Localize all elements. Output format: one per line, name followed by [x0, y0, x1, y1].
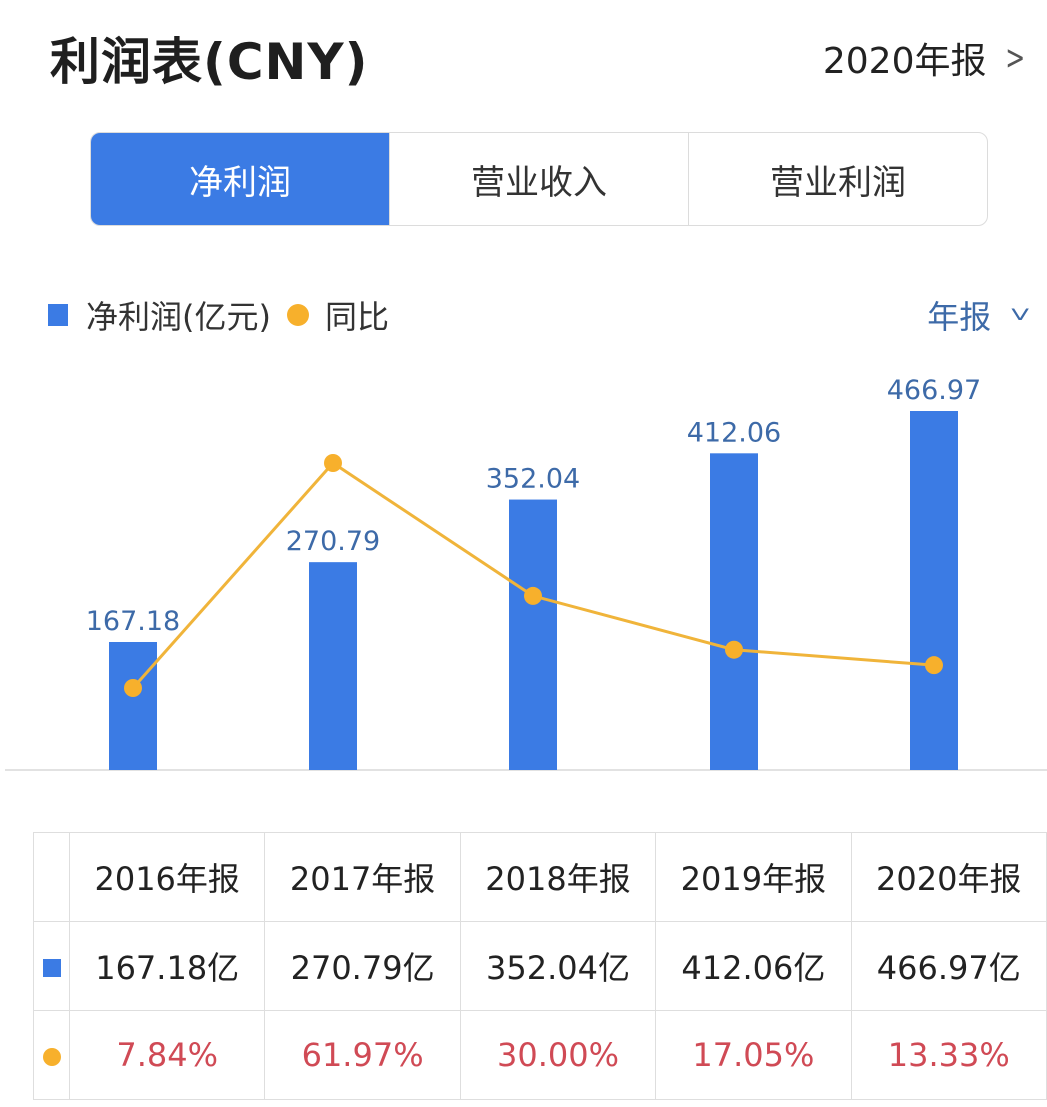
bar-legend-label: 净利润(亿元) [86, 298, 271, 336]
bar [309, 562, 357, 770]
bar [509, 499, 557, 770]
table-header-cell: 2017年报 [264, 832, 461, 922]
table-cell: 17.05% [655, 1010, 852, 1100]
report-period-selector[interactable]: 2020年报 > [823, 32, 1029, 84]
bar-value-label: 412.06 [687, 417, 781, 448]
data-table: 2016年报 2017年报 2018年报 2019年报 2020年报 167.1… [33, 832, 1047, 1100]
table-cell: 270.79亿 [264, 921, 461, 1011]
page-title: 利润表(CNY) [50, 33, 369, 91]
bar-legend-square-icon [48, 304, 68, 326]
table-header-cell: 2016年报 [68, 832, 266, 922]
frequency-label: 年报 [927, 298, 992, 336]
yoy-point[interactable] [324, 454, 342, 472]
table-header-cell: 2018年报 [459, 832, 657, 922]
frequency-dropdown[interactable]: 年报 V [927, 292, 1029, 338]
metric-tabs: 净利润 营业收入 营业利润 [90, 132, 988, 226]
table-cell: 412.06亿 [655, 921, 852, 1011]
table-row-yoy: 7.84% 61.97% 30.00% 17.05% 13.33% [33, 1010, 1047, 1100]
table-cell: 7.84% [68, 1010, 266, 1100]
bar-value-label: 270.79 [286, 526, 380, 557]
header-marker-cell [33, 832, 70, 922]
yoy-point[interactable] [925, 656, 943, 675]
chevron-right-icon: > [1004, 38, 1025, 78]
tab-net-profit[interactable]: 净利润 [91, 133, 389, 225]
bar-value-label: 167.18 [86, 606, 180, 637]
bar-value-labels: 167.18 270.79 352.04 412.06 466.97 [86, 375, 981, 637]
tab-operating-revenue[interactable]: 营业收入 [389, 133, 688, 225]
bar [910, 411, 958, 770]
yoy-point[interactable] [524, 586, 542, 605]
table-row-net-profit: 167.18亿 270.79亿 352.04亿 412.06亿 466.97亿 [33, 921, 1047, 1011]
table-cell: 30.00% [459, 1010, 657, 1100]
table-header-cell: 2020年报 [850, 832, 1047, 922]
yoy-point[interactable] [725, 640, 743, 659]
bar [109, 642, 157, 770]
table-cell: 61.97% [264, 1010, 461, 1100]
bar [710, 453, 758, 770]
line-legend-label: 同比 [324, 298, 389, 336]
yoy-points [124, 454, 943, 697]
table-cell: 352.04亿 [459, 921, 657, 1011]
chart-legend: 净利润(亿元) 同比 [48, 292, 389, 338]
orange-dot-icon [42, 1048, 61, 1066]
chevron-down-icon: V [1011, 306, 1029, 324]
tab-operating-profit[interactable]: 营业利润 [688, 133, 987, 225]
net-profit-marker-cell [33, 921, 70, 1011]
table-cell: 466.97亿 [850, 921, 1047, 1011]
blue-square-icon [42, 959, 61, 977]
table-header-row: 2016年报 2017年报 2018年报 2019年报 2020年报 [33, 832, 1047, 922]
bar-value-label: 466.97 [887, 375, 981, 406]
bar-value-label: 352.04 [486, 464, 580, 495]
table-header-cell: 2019年报 [655, 832, 852, 922]
yoy-marker-cell [33, 1010, 70, 1100]
line-legend-dot-icon [286, 304, 309, 326]
bar-series [109, 411, 958, 770]
table-cell: 13.33% [850, 1010, 1047, 1100]
net-profit-chart: 167.18 270.79 352.04 412.06 466.97 [5, 375, 1047, 771]
yoy-point[interactable] [124, 679, 142, 697]
table-cell: 167.18亿 [68, 921, 266, 1011]
report-period-label: 2020年报 [822, 41, 987, 82]
